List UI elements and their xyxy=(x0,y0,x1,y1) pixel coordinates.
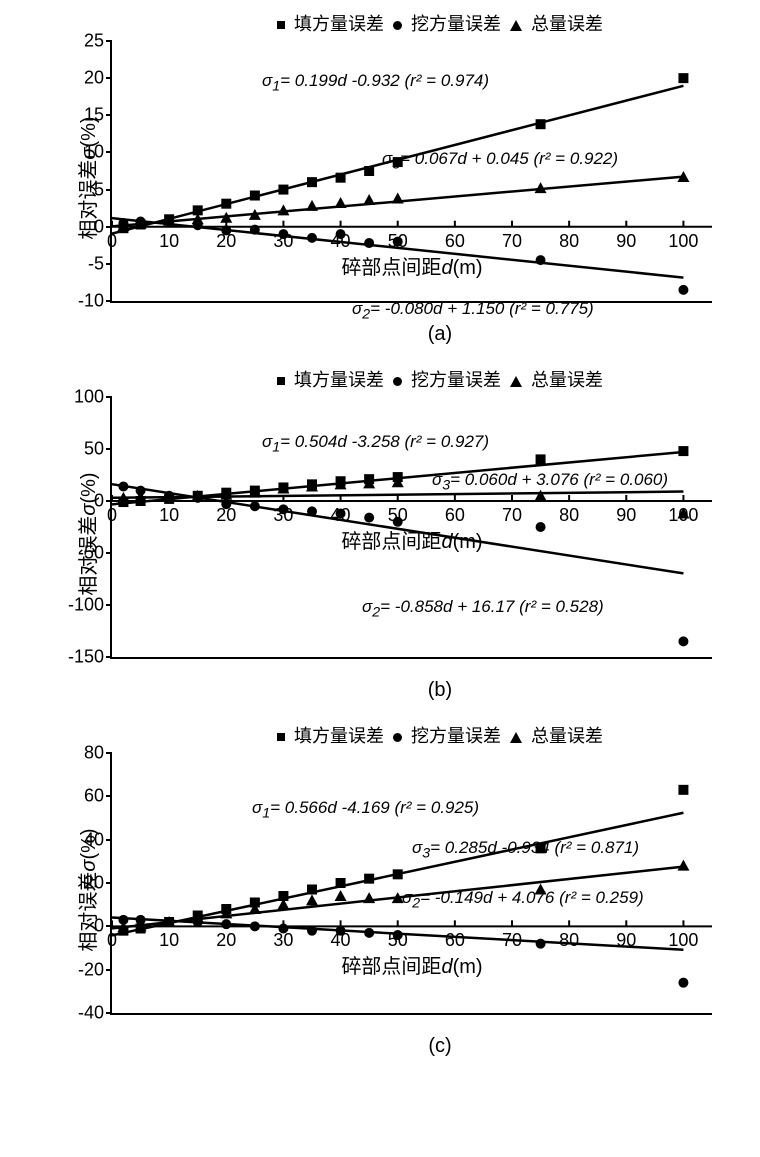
triangle-icon xyxy=(510,732,522,743)
x-axis-label: 碎部点间距d(m) xyxy=(112,251,712,280)
data-point xyxy=(678,785,688,795)
plot-area: -150-100-500501000102030405060708090100σ… xyxy=(110,397,712,659)
data-point xyxy=(335,197,347,208)
data-point xyxy=(307,885,317,895)
legend-s2: 挖方量误差 xyxy=(411,14,501,34)
data-point xyxy=(536,119,546,129)
data-point xyxy=(393,869,403,879)
data-point xyxy=(221,199,231,209)
data-point xyxy=(364,238,374,248)
equation-label: σ3= 0.060d + 3.076 (r² = 0.060) xyxy=(432,470,668,493)
legend-s3: 总量误差 xyxy=(531,14,603,34)
data-point xyxy=(364,513,374,523)
x-axis-label: 碎部点间距d(m) xyxy=(112,950,712,979)
legend: 填方量误差 挖方量误差 总量误差 xyxy=(110,366,760,392)
data-point xyxy=(677,507,689,518)
data-point xyxy=(393,237,403,247)
subplot-caption: (c) xyxy=(110,1035,760,1058)
data-point xyxy=(363,194,375,205)
legend-s1: 填方量误差 xyxy=(294,726,384,746)
legend: 填方量误差 挖方量误差 总量误差 xyxy=(110,722,760,748)
data-point xyxy=(278,924,288,934)
equation-label: σ3= 0.285d -0.934 (r² = 0.871) xyxy=(412,838,639,861)
equation-label: σ2= -0.080d + 1.150 (r² = 0.775) xyxy=(352,299,594,322)
chart-c: 填方量误差 挖方量误差 总量误差相对误差σ(%)-40-200204060800… xyxy=(10,722,760,1058)
data-point xyxy=(250,225,260,235)
data-point xyxy=(536,454,546,464)
data-point xyxy=(307,926,317,936)
circle-icon xyxy=(393,377,402,386)
equation-label: σ1= 0.199d -0.932 (r² = 0.974) xyxy=(262,71,489,94)
legend-s2: 挖方量误差 xyxy=(411,370,501,390)
data-point xyxy=(250,921,260,931)
data-point xyxy=(278,504,288,514)
equation-label: σ3= 0.067d + 0.045 (r² = 0.922) xyxy=(382,149,618,172)
data-point xyxy=(364,874,374,884)
data-point xyxy=(678,285,688,295)
data-point xyxy=(307,506,317,516)
data-point xyxy=(677,860,689,871)
data-point xyxy=(278,229,288,239)
data-point xyxy=(335,890,347,901)
square-icon xyxy=(277,21,285,29)
data-point xyxy=(364,166,374,176)
triangle-icon xyxy=(510,20,522,31)
data-point xyxy=(336,926,346,936)
chart-b: 填方量误差 挖方量误差 总量误差相对误差σ(%)-150-100-5005010… xyxy=(10,366,760,702)
square-icon xyxy=(277,733,285,741)
circle-icon xyxy=(393,733,402,742)
data-point xyxy=(307,177,317,187)
equation-label: σ1= 0.504d -3.258 (r² = 0.927) xyxy=(262,432,489,455)
data-point xyxy=(221,225,231,235)
data-point xyxy=(392,192,404,203)
data-point xyxy=(336,229,346,239)
x-axis-label: 碎部点间距d(m) xyxy=(112,525,712,554)
legend-s3: 总量误差 xyxy=(531,726,603,746)
legend-s3: 总量误差 xyxy=(531,370,603,390)
chart-a: 填方量误差 挖方量误差 总量误差相对误差σ(%)-10-505101520250… xyxy=(10,10,760,346)
legend-s1: 填方量误差 xyxy=(294,14,384,34)
data-point xyxy=(278,185,288,195)
data-point xyxy=(536,939,546,949)
data-point xyxy=(678,73,688,83)
subplot-caption: (b) xyxy=(110,679,760,702)
data-point xyxy=(678,446,688,456)
data-point xyxy=(336,508,346,518)
data-point xyxy=(250,191,260,201)
legend-s2: 挖方量误差 xyxy=(411,726,501,746)
data-point xyxy=(336,173,346,183)
legend-s1: 填方量误差 xyxy=(294,370,384,390)
data-point xyxy=(363,892,375,903)
data-point xyxy=(678,636,688,646)
equation-label: σ1= 0.566d -4.169 (r² = 0.925) xyxy=(252,798,479,821)
circle-icon xyxy=(393,21,402,30)
subplot-caption: (a) xyxy=(110,323,760,346)
data-point xyxy=(336,878,346,888)
data-point xyxy=(393,930,403,940)
data-point xyxy=(221,499,231,509)
plot-area: -40-200204060800102030405060708090100σ1=… xyxy=(110,753,712,1015)
data-point xyxy=(307,233,317,243)
data-point xyxy=(221,919,231,929)
data-point xyxy=(118,481,128,491)
data-point xyxy=(250,501,260,511)
square-icon xyxy=(277,377,285,385)
triangle-icon xyxy=(510,376,522,387)
legend: 填方量误差 挖方量误差 总量误差 xyxy=(110,10,760,36)
data-point xyxy=(306,894,318,905)
data-point xyxy=(364,928,374,938)
data-point xyxy=(306,200,318,211)
plot-area: -10-505101520250102030405060708090100σ1=… xyxy=(110,41,712,303)
equation-label: σ2= -0.858d + 16.17 (r² = 0.528) xyxy=(362,597,604,620)
equation-label: σ2= -0.149d + 4.076 (r² = 0.259) xyxy=(402,888,644,911)
